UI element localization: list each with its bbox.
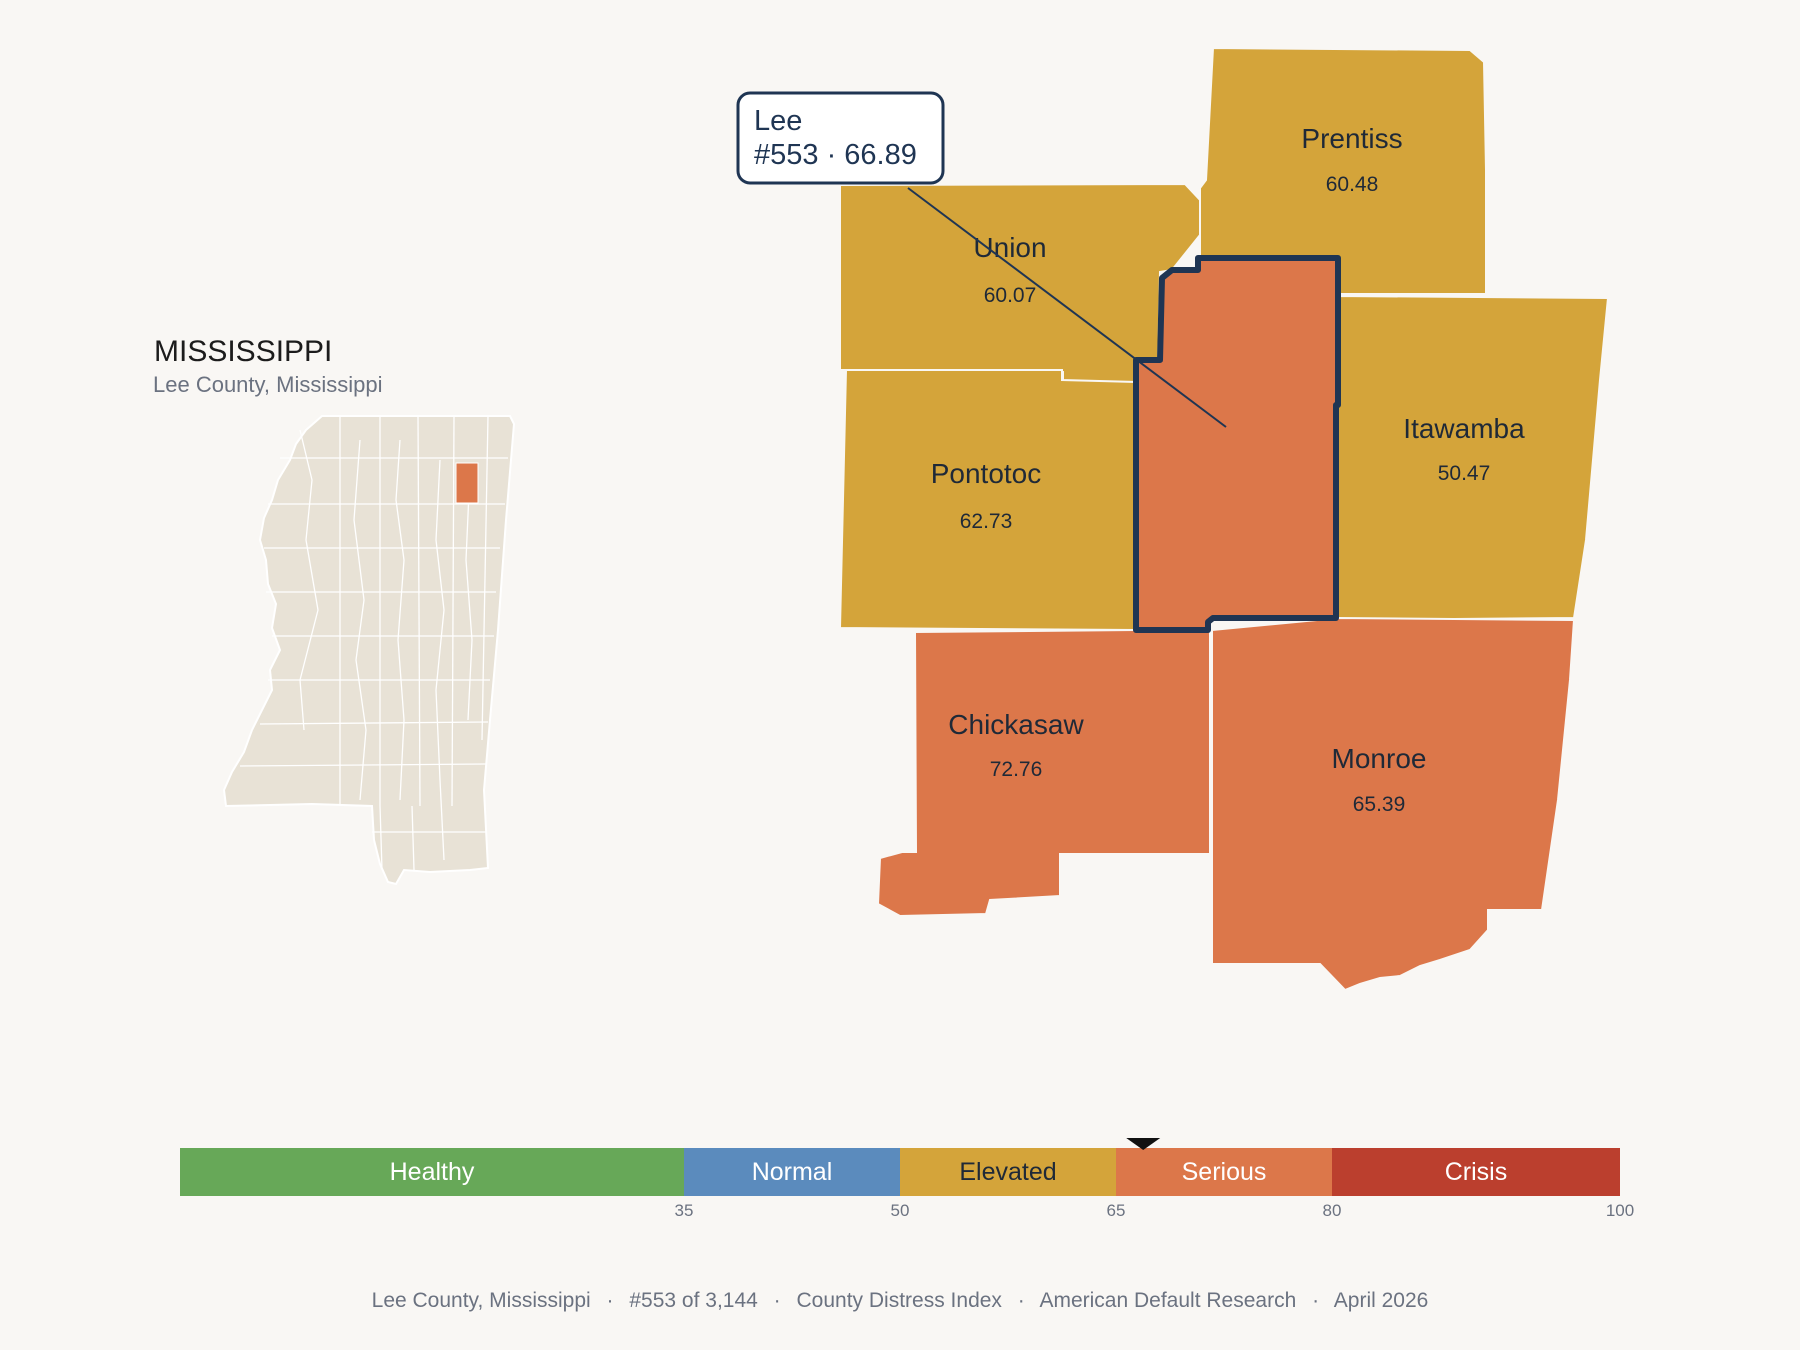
county-shape-monroe[interactable] [1211,616,1576,992]
county-value-itawamba: 50.47 [1438,462,1491,485]
county-map [838,46,1610,992]
state-subtitle: Lee County, Mississippi [153,372,382,397]
state-inset: MISSISSIPPI Lee County, Mississippi [153,335,516,886]
county-labels: Union 60.07 Prentiss 60.48 Pontotoc 62.7… [931,123,1525,816]
footer-sep-4: · [1312,1289,1319,1312]
county-value-chickasaw: 72.76 [990,758,1043,781]
callout-rank-value: #553 · 66.89 [754,139,917,171]
legend-band-label-elevated: Elevated [959,1158,1056,1186]
county-label-prentiss: Prentiss [1301,123,1402,154]
footer-date: April 2026 [1334,1289,1429,1312]
legend-tick-35: 35 [675,1201,694,1220]
lee-county-inset-marker [455,462,479,504]
callout: Lee #553 · 66.89 [736,91,1227,428]
state-shape [222,415,516,886]
county-value-monroe: 65.39 [1353,793,1406,816]
legend-band-label-serious: Serious [1182,1158,1267,1186]
legend-band-label-normal: Normal [752,1158,833,1186]
state-title: MISSISSIPPI [154,335,332,368]
legend-band-crisis [1332,1148,1620,1196]
county-shape-itawamba[interactable] [1332,294,1610,622]
county-label-monroe: Monroe [1332,743,1427,774]
legend-tick-65: 65 [1107,1201,1126,1220]
legend-band-serious [1116,1148,1332,1196]
legend-band-elevated [900,1148,1116,1196]
footer-sep-1: · [607,1289,614,1312]
callout-box [736,91,945,185]
footer-index: County Distress Index [797,1289,1003,1312]
county-label-union: Union [973,232,1046,263]
footer-sep-3: · [1018,1289,1025,1312]
legend-band-normal [684,1148,900,1196]
county-shape-union[interactable] [839,182,1201,383]
footer-sep-2: · [774,1289,781,1312]
county-borders [239,415,508,871]
legend-marker [1126,1138,1161,1150]
county-label-chickasaw: Chickasaw [948,709,1084,740]
footer-caption: Lee County, Mississippi · #553 of 3,144 … [372,1289,1429,1312]
callout-county-name: Lee [754,105,802,137]
county-shape-lee[interactable] [1133,255,1341,633]
footer-rank: #553 of 3,144 [629,1289,758,1312]
legend-bar: Healthy Normal Elevated Serious Crisis 35 50 65… [180,1138,1634,1220]
legend-band-healthy [180,1148,684,1196]
legend-tick-80: 80 [1323,1201,1342,1220]
footer-county: Lee County, Mississippi [372,1289,591,1312]
legend-tick-100: 100 [1606,1201,1634,1220]
legend-tick-50: 50 [891,1201,910,1220]
county-label-pontotoc: Pontotoc [931,458,1042,489]
legend-band-label-healthy: Healthy [390,1158,475,1186]
county-label-itawamba: Itawamba [1403,413,1525,444]
legend-band-label-crisis: Crisis [1445,1158,1508,1186]
footer-source: American Default Research [1039,1289,1296,1312]
mississippi-outline [222,415,516,886]
callout-leader-line [907,187,1227,428]
county-value-union: 60.07 [984,284,1037,307]
county-shape-pontotoc[interactable] [838,369,1137,632]
county-shape-chickasaw[interactable] [876,629,1211,918]
county-value-pontotoc: 62.73 [960,510,1013,533]
county-value-prentiss: 60.48 [1326,173,1379,196]
